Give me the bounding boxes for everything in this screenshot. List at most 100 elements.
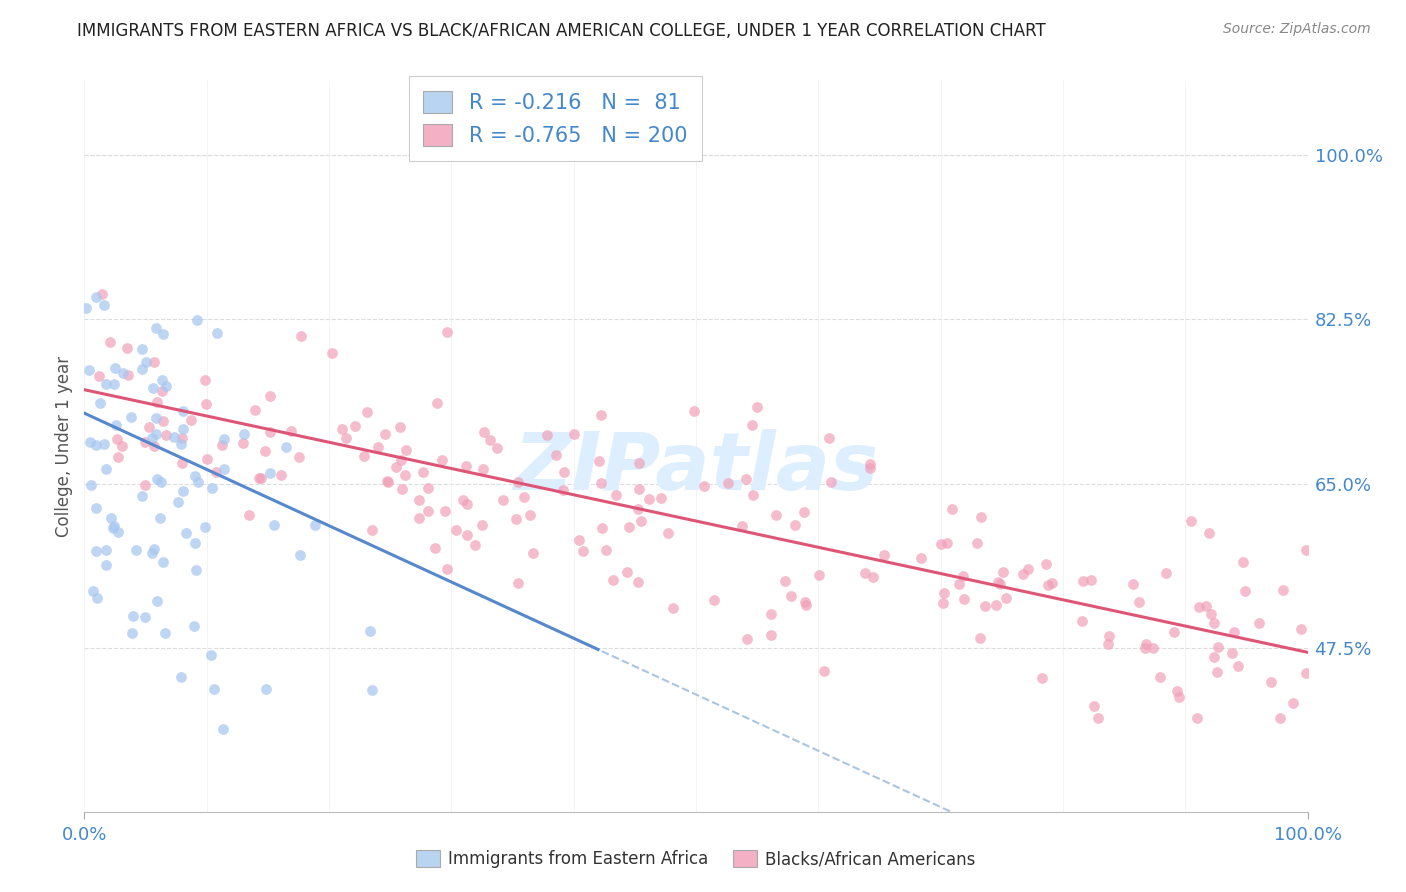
Point xyxy=(436,561,458,575)
Point xyxy=(94,461,117,475)
Point xyxy=(910,550,932,565)
Point xyxy=(89,396,111,410)
Point xyxy=(111,366,134,380)
Point xyxy=(145,427,167,442)
Point xyxy=(1234,584,1257,599)
Point xyxy=(562,427,585,442)
Point xyxy=(385,460,408,475)
Point xyxy=(101,521,124,535)
Point xyxy=(146,472,169,486)
Point xyxy=(250,471,273,485)
Point xyxy=(969,631,991,645)
Point xyxy=(94,558,117,573)
Point xyxy=(820,475,842,490)
Point xyxy=(418,504,440,518)
Point xyxy=(737,632,759,647)
Point xyxy=(492,493,515,508)
Point xyxy=(408,511,430,525)
Point xyxy=(186,313,208,327)
Point xyxy=(1097,637,1119,651)
Point xyxy=(86,289,108,303)
Point xyxy=(107,450,129,464)
Point xyxy=(259,425,281,439)
Point xyxy=(862,570,884,584)
Point xyxy=(143,541,166,556)
Point xyxy=(343,419,366,434)
Point xyxy=(619,519,641,533)
Point xyxy=(931,537,953,551)
Point xyxy=(172,404,194,418)
Point xyxy=(135,355,157,369)
Point xyxy=(456,458,478,473)
Point xyxy=(356,405,378,419)
Point xyxy=(627,502,650,516)
Text: IMMIGRANTS FROM EASTERN AFRICA VS BLACK/AFRICAN AMERICAN COLLEGE, UNDER 1 YEAR C: IMMIGRANTS FROM EASTERN AFRICA VS BLACK/… xyxy=(77,22,1046,40)
Point xyxy=(1042,575,1064,590)
Legend: Immigrants from Eastern Africa, Blacks/African Americans: Immigrants from Eastern Africa, Blacks/A… xyxy=(408,842,984,877)
Point xyxy=(389,453,412,467)
Point xyxy=(703,593,725,607)
Point xyxy=(87,369,110,384)
Point xyxy=(426,396,449,410)
Point xyxy=(84,500,107,515)
Point xyxy=(1017,562,1039,576)
Point xyxy=(377,475,399,489)
Point xyxy=(595,543,617,558)
Point xyxy=(627,482,650,496)
Point xyxy=(589,476,612,491)
Point xyxy=(233,427,256,442)
Point xyxy=(93,437,115,451)
Point xyxy=(254,444,277,458)
Point xyxy=(110,439,132,453)
Point xyxy=(205,465,228,479)
Point xyxy=(553,465,575,479)
Point xyxy=(430,452,453,467)
Point xyxy=(657,526,679,541)
Point xyxy=(808,568,831,582)
Point xyxy=(717,475,740,490)
Point xyxy=(138,420,160,434)
Point xyxy=(735,472,758,486)
Point xyxy=(134,478,156,492)
Point xyxy=(970,509,993,524)
Point xyxy=(485,441,508,455)
Point xyxy=(859,457,882,471)
Point xyxy=(186,563,208,577)
Point xyxy=(195,452,218,467)
Point xyxy=(872,549,894,563)
Point xyxy=(141,431,163,445)
Point xyxy=(932,596,955,610)
Point xyxy=(952,569,974,583)
Point xyxy=(155,427,177,442)
Point xyxy=(247,470,270,484)
Point xyxy=(84,437,107,451)
Point xyxy=(436,326,458,340)
Point xyxy=(214,462,236,476)
Point xyxy=(270,467,292,482)
Point xyxy=(941,501,963,516)
Point xyxy=(775,574,797,588)
Point xyxy=(1154,566,1177,580)
Point xyxy=(1282,696,1305,710)
Point xyxy=(232,436,254,450)
Point xyxy=(416,481,439,495)
Point xyxy=(522,546,544,560)
Point xyxy=(304,518,326,533)
Point xyxy=(211,437,233,451)
Point xyxy=(1272,582,1295,597)
Point xyxy=(103,519,125,533)
Point xyxy=(605,487,627,501)
Point xyxy=(761,628,783,642)
Point xyxy=(107,525,129,540)
Point xyxy=(202,681,225,696)
Point xyxy=(1260,675,1282,690)
Point xyxy=(361,683,384,698)
Point xyxy=(117,368,139,382)
Point xyxy=(75,301,97,316)
Point xyxy=(761,607,783,621)
Point xyxy=(394,467,416,482)
Point xyxy=(143,355,166,369)
Point xyxy=(1185,711,1208,725)
Point xyxy=(936,536,959,550)
Point xyxy=(288,450,311,464)
